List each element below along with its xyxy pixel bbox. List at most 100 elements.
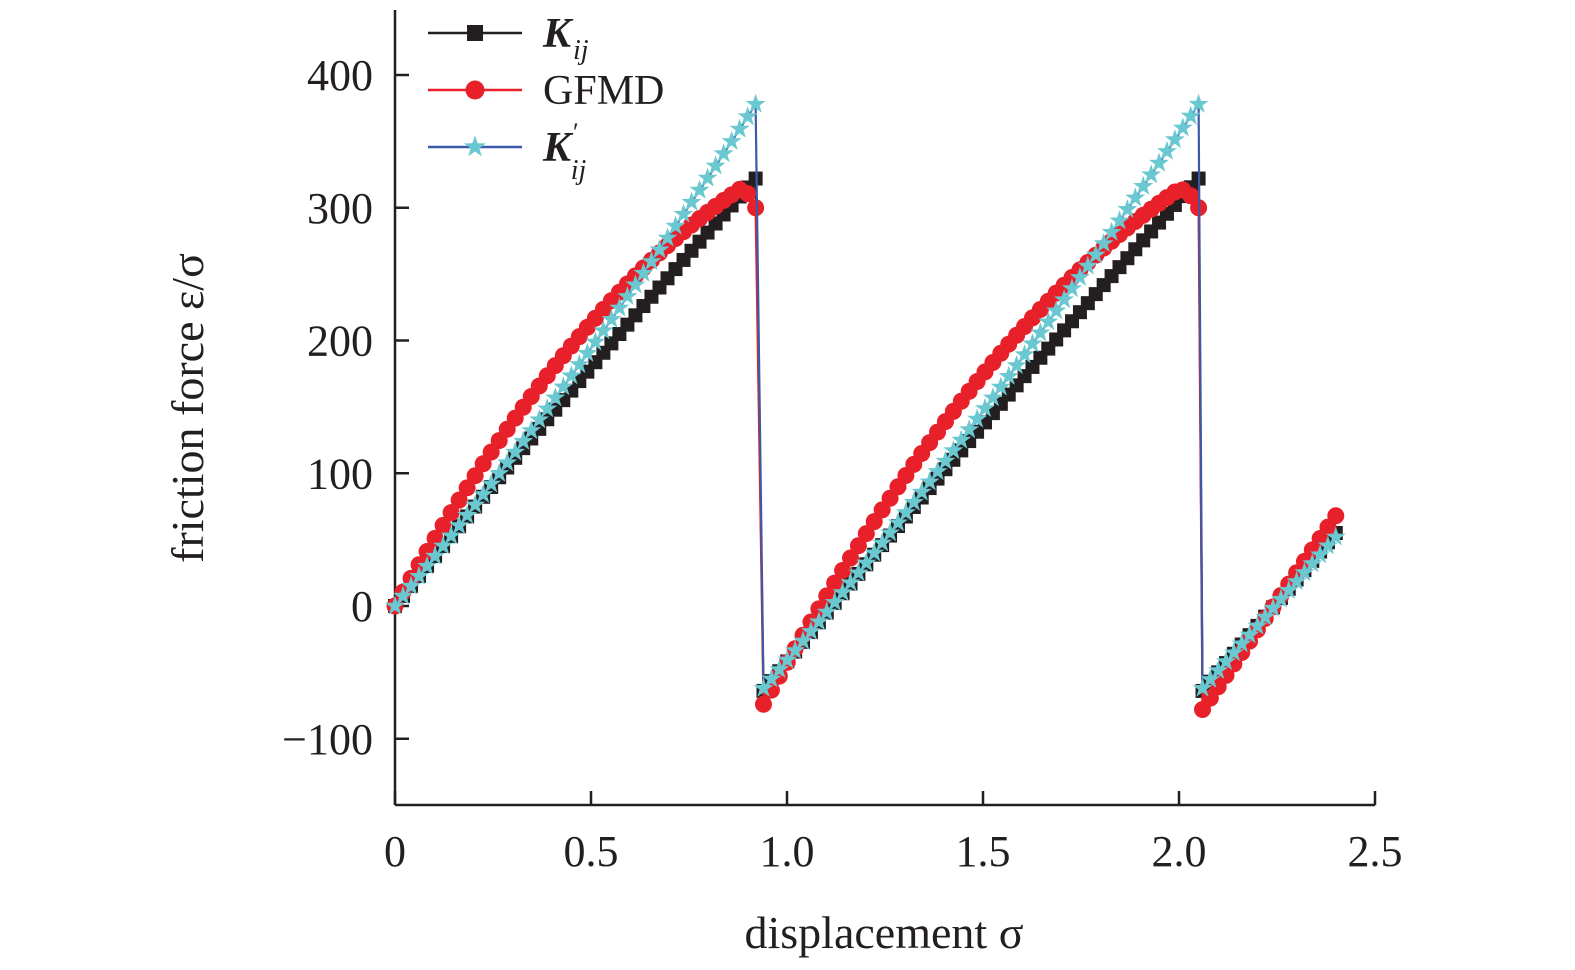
y-tick-label: 200 [307, 317, 373, 366]
data-point [1278, 579, 1299, 599]
data-point [927, 461, 948, 480]
data-point [521, 420, 542, 440]
data-point [1192, 677, 1213, 697]
data-point [840, 572, 861, 592]
data-point [729, 118, 750, 138]
data-point [458, 479, 476, 497]
data-point [481, 473, 502, 493]
data-point [657, 227, 678, 247]
data-point [1327, 507, 1345, 525]
data-point [880, 522, 900, 542]
data-point [449, 515, 470, 535]
data-point [1200, 668, 1221, 688]
y-tick-label: −100 [282, 715, 373, 764]
data-point [1182, 187, 1200, 205]
data-point [848, 562, 869, 582]
legend-marker [467, 25, 483, 41]
data-point [409, 565, 429, 585]
x-axis-label: displacement σ [745, 907, 1024, 958]
data-point [473, 484, 494, 503]
data-point [1208, 660, 1229, 679]
data-point [1310, 544, 1331, 564]
data-point [935, 450, 956, 470]
data-point [545, 387, 566, 407]
data-point [1014, 344, 1035, 364]
x-tick-label: 2.5 [1348, 827, 1403, 876]
data-point [633, 262, 654, 282]
data-point [864, 542, 885, 562]
data-point [1030, 322, 1051, 342]
data-point [1318, 535, 1338, 555]
x-tick-label: 1.0 [760, 827, 815, 876]
data-point [888, 512, 908, 532]
data-point [1302, 553, 1323, 573]
y-tick-label: 100 [307, 449, 373, 498]
data-point [826, 574, 844, 592]
x-tick-label: 1.5 [956, 827, 1011, 876]
data-point [1270, 588, 1291, 608]
data-point [569, 354, 590, 374]
data-point [1069, 266, 1090, 286]
data-point [769, 659, 790, 678]
data-point [967, 408, 988, 428]
series-k-ij [385, 93, 1346, 697]
data-point [998, 365, 1019, 385]
data-point [689, 179, 710, 199]
data-point [577, 342, 598, 362]
data-point [793, 630, 813, 650]
axes: 0 0.5 1.0 1.5 2.0 2.5 −100 0 100 200 300 400 [282, 10, 1403, 876]
data-point [713, 143, 734, 163]
data-point [911, 481, 932, 501]
data-point [681, 191, 702, 211]
data-point [450, 491, 468, 509]
data-point [816, 601, 837, 621]
data-point [834, 561, 852, 579]
data-point [721, 130, 742, 150]
data-point [739, 185, 757, 203]
data-point [1038, 311, 1059, 331]
y-tick-label: 0 [351, 582, 373, 631]
y-tick-label: 300 [307, 184, 373, 233]
y-tick-label: 400 [307, 51, 373, 100]
data-point [425, 545, 446, 565]
legend-marker [464, 135, 486, 157]
data-point [801, 620, 821, 640]
data-point [1117, 198, 1138, 218]
data-point [856, 552, 877, 572]
x-tick-label: 0.5 [564, 827, 619, 876]
data-point [747, 199, 765, 217]
data-point [1093, 233, 1114, 253]
data-point [1022, 333, 1043, 353]
data-point [641, 251, 662, 270]
data-point [649, 239, 670, 259]
data-point [1188, 93, 1209, 113]
data-point [1325, 526, 1346, 546]
data-point [433, 535, 454, 555]
series-gfmd [386, 180, 1345, 719]
data-point [903, 491, 924, 511]
data-point [625, 274, 646, 294]
data-point [872, 532, 893, 552]
data-point [1164, 129, 1185, 149]
data-point [1294, 562, 1315, 582]
data-point [497, 452, 518, 472]
data-point [745, 93, 766, 113]
data-point [1006, 355, 1027, 374]
data-point [489, 462, 510, 482]
plot-area [385, 93, 1346, 719]
data-point [1133, 175, 1154, 195]
data-point [585, 331, 606, 351]
legend-label: Kij [542, 11, 589, 66]
data-point [617, 285, 638, 305]
data-point [529, 409, 550, 429]
data-point [1247, 615, 1268, 635]
data-point [1223, 642, 1244, 662]
data-point [919, 471, 940, 491]
data-point [1085, 244, 1106, 264]
x-tick-label: 2.0 [1152, 827, 1207, 876]
data-point [1180, 105, 1201, 125]
data-point [417, 555, 437, 575]
x-tick-label: 0 [384, 827, 406, 876]
data-point [513, 430, 534, 450]
